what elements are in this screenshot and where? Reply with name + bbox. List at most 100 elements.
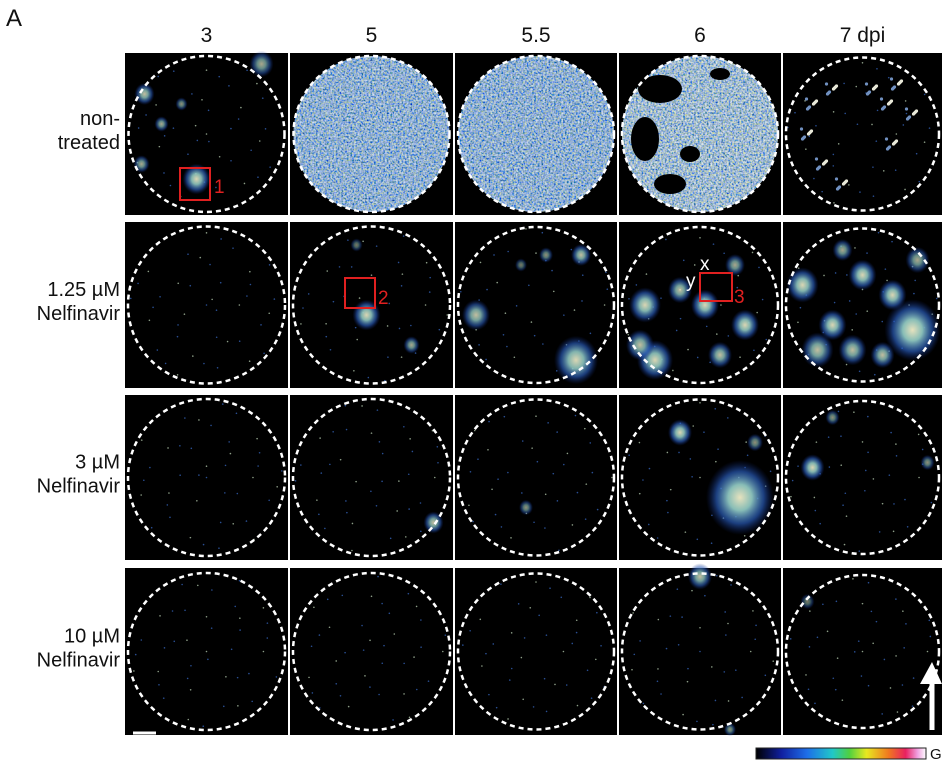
- speck: [691, 476, 693, 478]
- speck: [606, 288, 608, 290]
- speck: [345, 500, 347, 502]
- speck: [896, 133, 898, 135]
- image-panel: [619, 53, 781, 215]
- speck: [217, 367, 219, 369]
- row-label: Nelfinavir: [37, 476, 121, 498]
- speck: [854, 247, 856, 249]
- speck: [914, 280, 916, 282]
- image-panel: [455, 222, 617, 388]
- speck: [587, 669, 589, 671]
- image-grid: [125, 51, 942, 736]
- speck: [426, 262, 428, 264]
- fluorescent-focus: [826, 410, 840, 425]
- speck: [876, 68, 878, 70]
- speck: [257, 465, 259, 467]
- fluorescent-focus: [353, 300, 381, 331]
- speck: [600, 645, 602, 647]
- speck: [353, 370, 355, 372]
- fluorescent-focus: [250, 51, 274, 77]
- cell-cluster: [800, 127, 803, 130]
- speck: [504, 416, 506, 418]
- speck: [893, 503, 895, 505]
- speck: [319, 707, 321, 709]
- speck: [533, 521, 535, 523]
- speck: [854, 651, 856, 653]
- speck: [639, 442, 641, 444]
- speck: [882, 503, 884, 505]
- speck: [192, 355, 194, 357]
- speck: [300, 464, 302, 466]
- image-panel: [619, 395, 781, 560]
- speck: [553, 291, 555, 293]
- speck: [352, 523, 354, 525]
- speck: [837, 657, 839, 659]
- speck: [552, 473, 554, 475]
- cell-cluster: [838, 185, 841, 188]
- speck: [401, 285, 403, 287]
- speck: [340, 459, 342, 461]
- roi-label: 1: [214, 177, 225, 198]
- speck: [376, 245, 378, 247]
- image-panel: [783, 395, 942, 560]
- speck: [790, 638, 792, 640]
- speck: [239, 629, 241, 631]
- speck: [862, 603, 864, 605]
- speck: [387, 356, 389, 358]
- row-label: non-: [80, 108, 120, 130]
- speck: [359, 297, 361, 299]
- row-label: treated: [58, 132, 120, 154]
- speck: [758, 267, 760, 269]
- speck: [874, 374, 876, 376]
- speck: [390, 538, 392, 540]
- speck: [844, 544, 846, 546]
- speck: [437, 462, 439, 464]
- speck: [157, 671, 159, 673]
- speck: [249, 271, 251, 273]
- speck: [871, 611, 873, 613]
- speck: [665, 239, 667, 241]
- speck: [141, 439, 143, 441]
- speck: [425, 304, 427, 306]
- speck: [396, 510, 398, 512]
- speck: [790, 496, 792, 498]
- speck: [567, 453, 569, 455]
- speck: [633, 654, 635, 656]
- speck: [817, 636, 819, 638]
- speck: [256, 83, 258, 85]
- speck: [356, 339, 358, 341]
- speck: [351, 266, 353, 268]
- speck: [133, 670, 135, 672]
- speck: [566, 684, 568, 686]
- speck: [877, 110, 879, 112]
- speck: [913, 293, 915, 295]
- speck: [220, 238, 222, 240]
- dark-region: [680, 146, 700, 162]
- axis-label: x: [700, 254, 710, 275]
- speck: [157, 76, 159, 78]
- speck: [906, 113, 908, 115]
- cell-cluster: [803, 135, 806, 138]
- speck: [210, 425, 212, 427]
- dark-region: [654, 174, 686, 194]
- speck: [409, 438, 411, 440]
- speck: [488, 421, 490, 423]
- speck: [237, 677, 239, 679]
- row-label: Nelfinavir: [37, 303, 121, 325]
- speck: [369, 686, 371, 688]
- speck: [167, 447, 169, 449]
- speck: [549, 587, 551, 589]
- speck: [351, 550, 353, 552]
- speck: [341, 595, 343, 597]
- speck: [840, 435, 842, 437]
- cell-cluster: [815, 99, 818, 102]
- image-panel: [125, 222, 288, 388]
- speck: [267, 622, 269, 624]
- speck: [571, 643, 573, 645]
- cell-cluster: [905, 107, 908, 110]
- speck: [149, 467, 151, 469]
- speck: [631, 669, 633, 671]
- speck: [149, 319, 151, 321]
- speck: [895, 598, 897, 600]
- speck: [393, 633, 395, 635]
- cell-cluster: [825, 82, 828, 85]
